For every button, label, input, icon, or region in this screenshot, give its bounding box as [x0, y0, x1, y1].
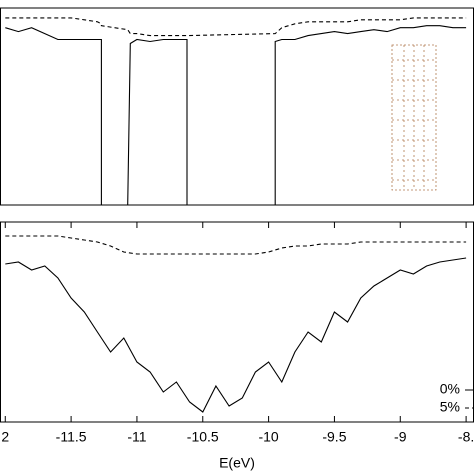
series-line — [5, 25, 467, 206]
series-line — [5, 257, 467, 413]
x-axis-label: E(eV) — [219, 455, 255, 471]
x-tick-label: -11 — [127, 429, 146, 445]
x-tick-label: 2 — [1, 429, 9, 445]
x-tick-label: -9.5 — [322, 429, 346, 445]
x-tick-label: -10 — [258, 429, 278, 445]
ribbon-icon — [391, 44, 437, 191]
legend-label: 0% — [440, 381, 460, 397]
series-line — [5, 17, 467, 37]
x-tick-label: -8. — [458, 429, 474, 445]
legend-label: 5% — [440, 399, 460, 415]
x-tick-label: -9 — [394, 429, 407, 445]
series-line — [5, 235, 467, 255]
x-tick-label: -10.5 — [187, 429, 219, 445]
x-tick-label: -11.5 — [56, 429, 87, 445]
